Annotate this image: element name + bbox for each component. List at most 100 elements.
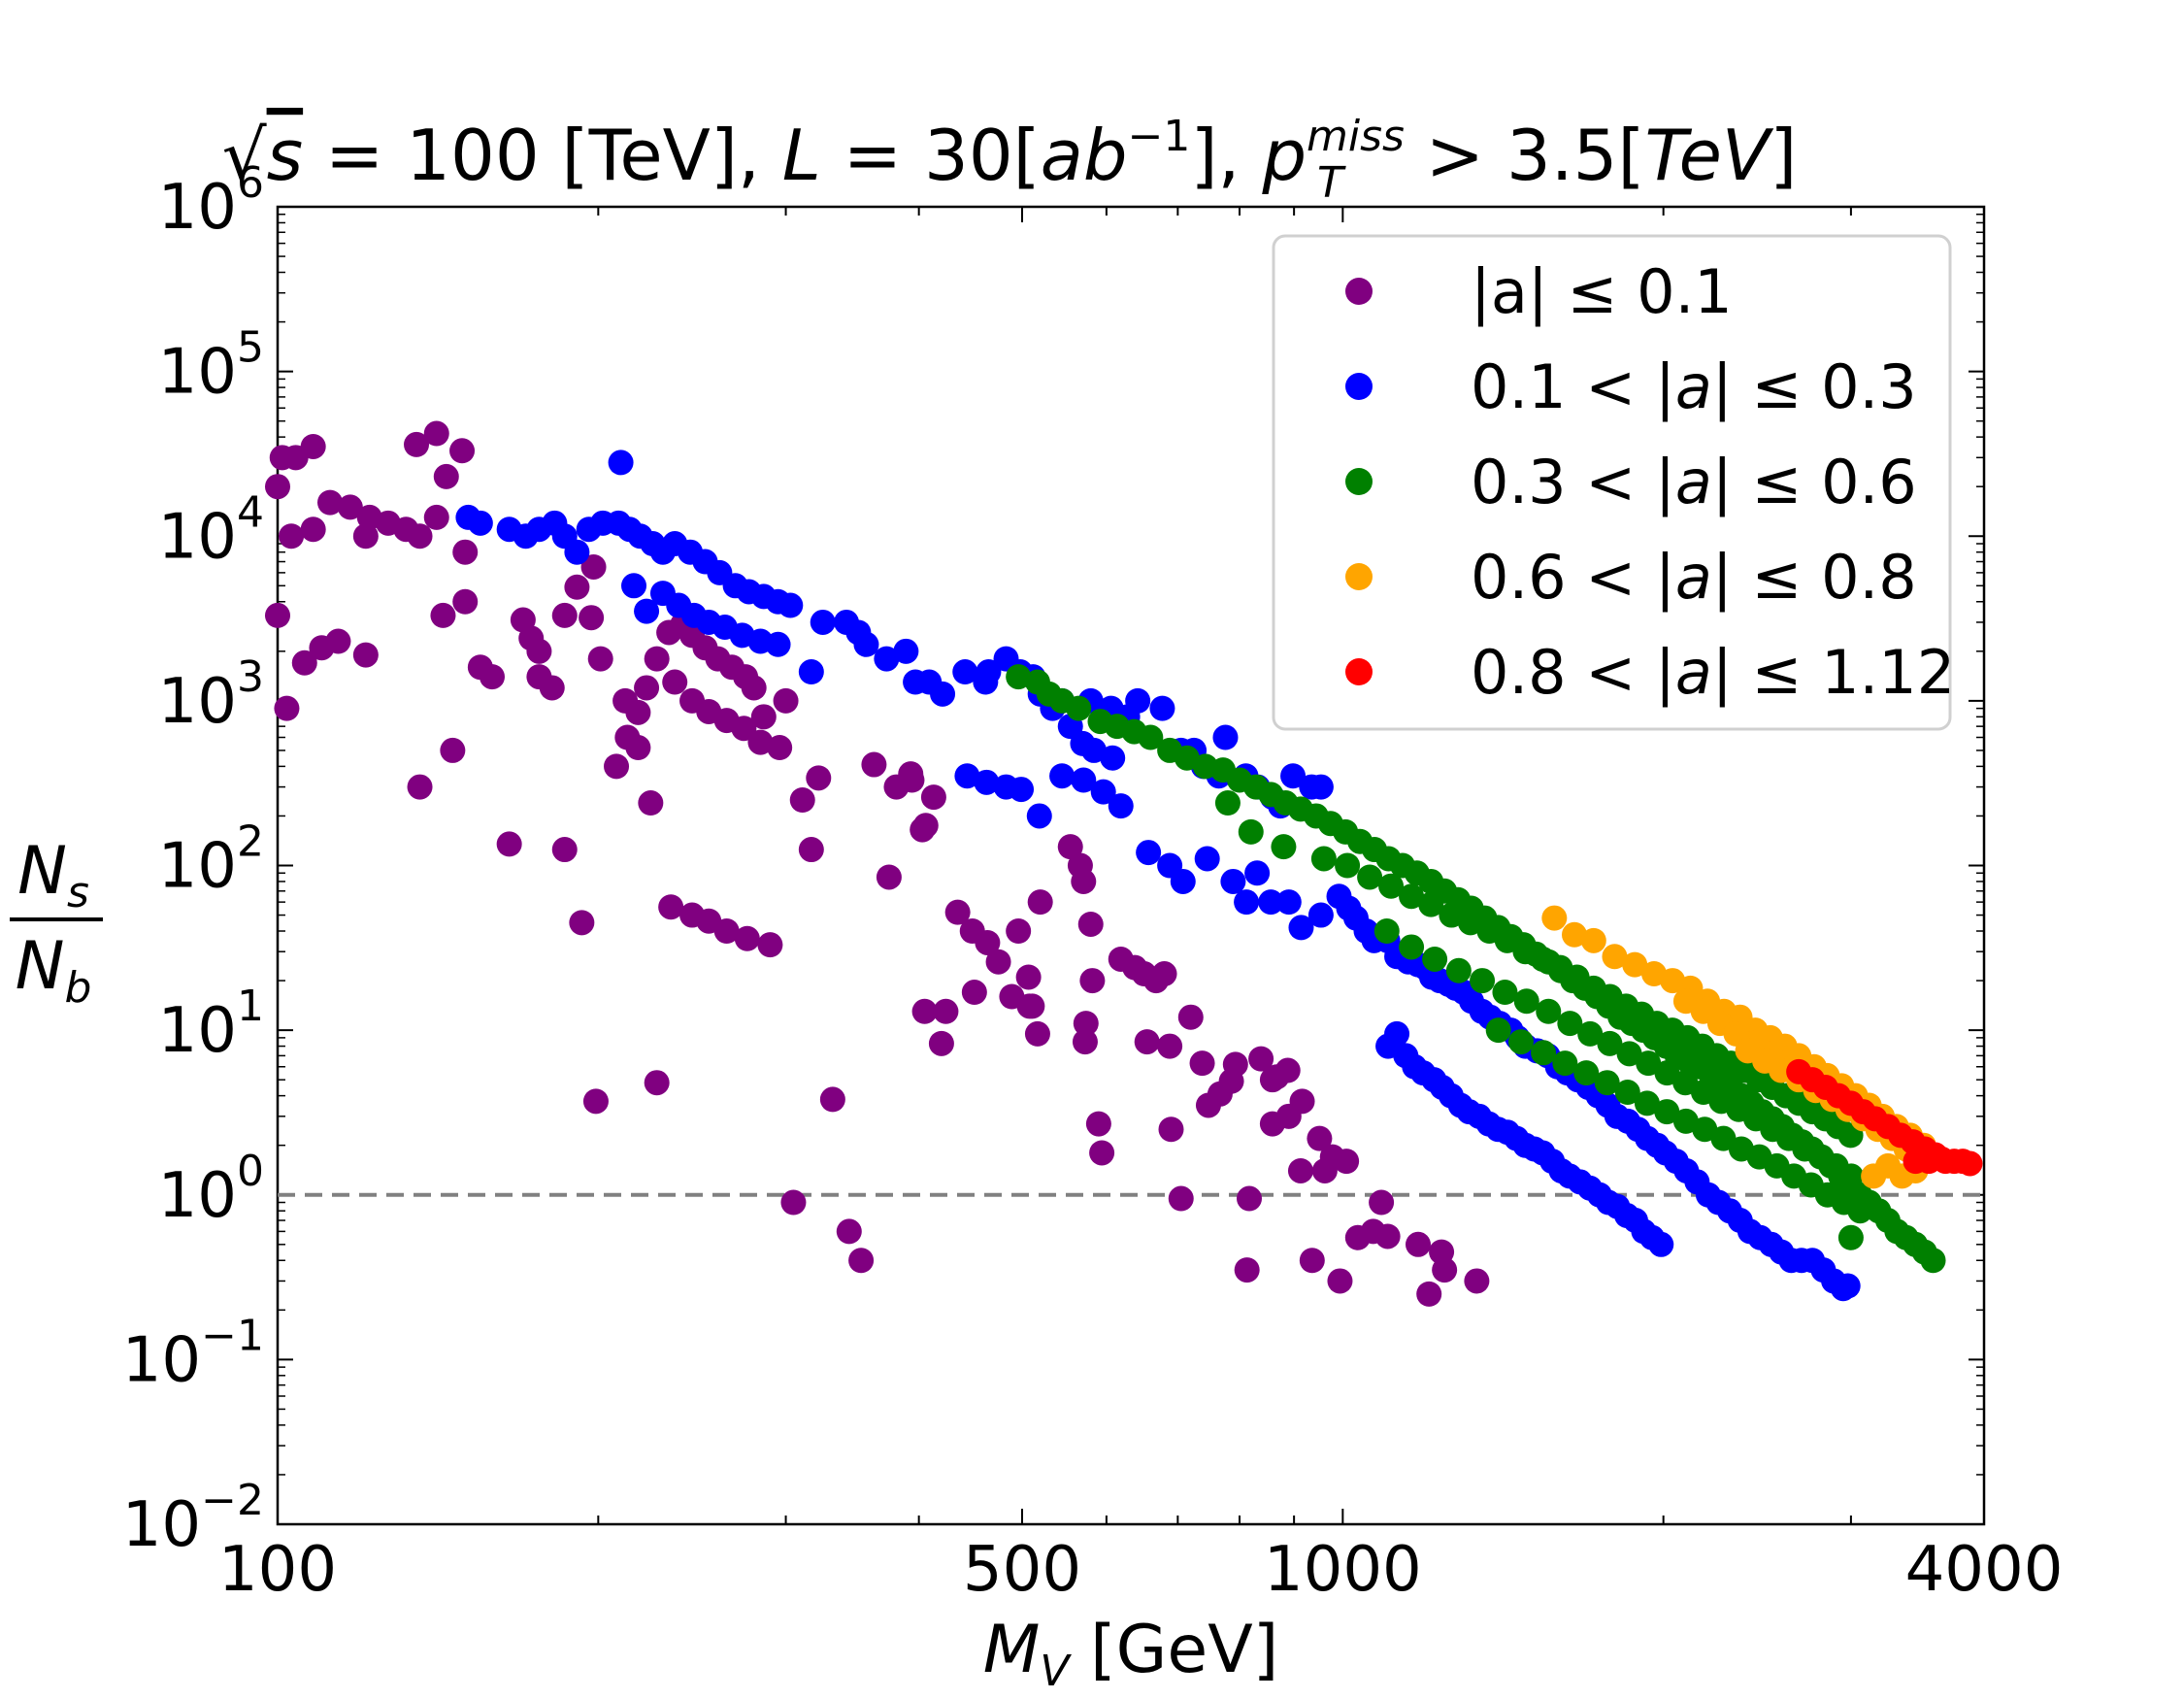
- y-axis-numerator: Ns: [17, 833, 89, 917]
- data-point: [1399, 883, 1425, 910]
- data-point: [407, 774, 433, 800]
- data-point: [734, 925, 760, 951]
- x-axis-var: M: [983, 1612, 1041, 1688]
- data-point: [1248, 1046, 1274, 1072]
- data-point: [1220, 868, 1246, 894]
- data-point: [480, 664, 506, 690]
- data-point: [300, 516, 326, 543]
- y-tick-label: 105: [158, 323, 264, 409]
- data-point: [1299, 1248, 1325, 1274]
- data-point: [1168, 1185, 1194, 1212]
- y-num-var: N: [17, 833, 67, 910]
- legend-label: 0.1 < |a| ≤ 0.3: [1471, 351, 1917, 423]
- data-point: [1557, 1011, 1583, 1037]
- data-point: [1307, 774, 1334, 800]
- data-point: [452, 588, 479, 615]
- data-point: [1244, 860, 1271, 886]
- data-point: [1090, 779, 1116, 805]
- data-point: [985, 949, 1011, 975]
- data-point: [974, 769, 1000, 795]
- data-point: [1422, 946, 1448, 972]
- data-point: [961, 980, 987, 1006]
- data-point: [1212, 724, 1239, 750]
- data-point: [1134, 1029, 1160, 1055]
- data-point: [874, 646, 900, 672]
- data-point: [1636, 1050, 1662, 1077]
- y-den-var: N: [16, 928, 65, 1005]
- y-axis-ticks: 10−2 10−1 100 101 102 103 104 105 106: [122, 158, 1984, 1561]
- y-tick-label: 10−2: [122, 1476, 264, 1561]
- data-point: [564, 539, 590, 565]
- data-point: [1439, 902, 1465, 928]
- title-ab: ab: [1041, 115, 1128, 196]
- data-point: [836, 1218, 862, 1245]
- data-point: [404, 431, 430, 457]
- data-point: [1654, 1099, 1680, 1125]
- data-point: [1274, 1057, 1301, 1083]
- data-point: [279, 523, 305, 550]
- data-point: [1614, 1080, 1640, 1106]
- data-point: [644, 646, 670, 672]
- legend-marker: [1345, 658, 1373, 685]
- data-point: [1334, 1149, 1360, 1175]
- data-point: [1485, 1017, 1511, 1044]
- chart-title: √s = 100 [TeV], L = 30[ab−1], pmiss T > 3…: [222, 112, 1798, 208]
- data-point: [638, 790, 664, 816]
- data-point: [767, 735, 793, 761]
- data-point: [731, 716, 757, 742]
- data-point: [1071, 868, 1097, 894]
- data-point: [1280, 763, 1307, 789]
- data-point: [1006, 664, 1032, 690]
- title-tev: TeV: [1645, 115, 1774, 196]
- series-points: [1786, 1058, 1983, 1177]
- data-point: [853, 631, 879, 657]
- data-point: [625, 699, 651, 725]
- data-point: [1399, 934, 1425, 960]
- data-point: [1357, 864, 1383, 890]
- data-point: [1019, 993, 1045, 1019]
- data-point: [1057, 834, 1083, 860]
- data-point: [452, 539, 479, 565]
- data-point: [1158, 1116, 1184, 1143]
- data-point: [773, 687, 799, 714]
- data-point: [741, 675, 767, 701]
- data-point: [928, 1030, 954, 1056]
- data-point: [449, 438, 476, 464]
- legend-label: |a| ≤ 0.1: [1471, 256, 1733, 328]
- data-point: [1580, 927, 1606, 953]
- title-prefix: = 100 [TeV],: [303, 115, 782, 196]
- data-point: [975, 929, 1001, 955]
- data-point: [1271, 834, 1297, 860]
- data-point: [1009, 777, 1035, 803]
- data-point: [440, 737, 466, 763]
- data-point: [1222, 1051, 1248, 1078]
- data-point: [569, 910, 595, 936]
- data-point: [539, 675, 565, 701]
- data-point: [1507, 1029, 1534, 1055]
- data-point: [1536, 998, 1562, 1024]
- data-point: [621, 573, 647, 599]
- data-point: [433, 463, 459, 489]
- data-point: [789, 786, 815, 813]
- data-point: [1100, 745, 1126, 771]
- data-point: [1258, 889, 1284, 916]
- data-point: [1464, 1268, 1490, 1294]
- y-tick-label: 104: [158, 487, 264, 573]
- data-point: [658, 894, 684, 920]
- data-point: [662, 669, 688, 695]
- data-point: [911, 998, 938, 1024]
- data-point: [551, 602, 578, 628]
- data-point: [430, 602, 456, 628]
- legend-marker: [1345, 373, 1373, 400]
- data-point: [265, 602, 290, 628]
- data-point: [1066, 695, 1092, 721]
- data-point: [1310, 846, 1337, 872]
- data-point: [1374, 1223, 1401, 1249]
- data-point: [1561, 921, 1587, 948]
- data-point: [778, 592, 804, 618]
- data-point: [1237, 1185, 1263, 1212]
- data-point: [1373, 918, 1400, 945]
- data-point: [899, 767, 925, 793]
- data-point: [806, 765, 832, 791]
- y-axis-denominator: Nb: [16, 928, 92, 1013]
